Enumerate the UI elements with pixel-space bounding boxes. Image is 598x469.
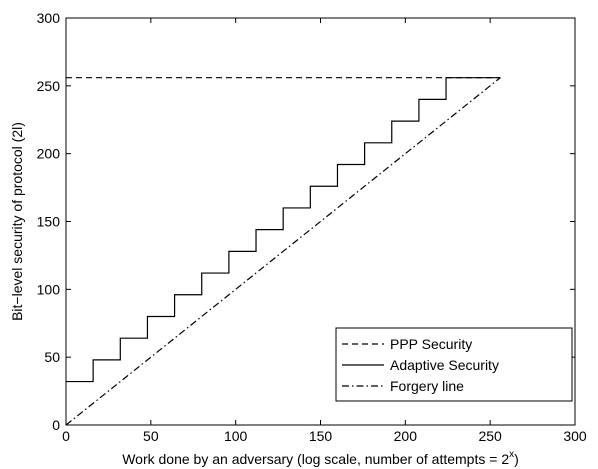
series-line-forgery-line — [65, 77, 501, 426]
series-line-adaptive-security — [66, 77, 501, 383]
y-tick-label: 50 — [44, 349, 60, 365]
x-tick-label: 300 — [563, 428, 587, 444]
x-tick-label: 100 — [224, 428, 248, 444]
y-axis-label: Bit−level security of protocol (2l) — [9, 122, 25, 321]
x-axis-label: Work done by an adversary (log scale, nu… — [122, 449, 519, 467]
x-tick-label: 0 — [62, 428, 70, 444]
y-tick-label: 0 — [52, 417, 60, 433]
legend-label: Forgery line — [390, 378, 464, 394]
x-tick-label: 150 — [309, 428, 333, 444]
x-axis-label-main: Work done by an adversary (log scale, nu… — [122, 451, 509, 467]
y-tick-label: 250 — [37, 78, 61, 94]
x-tick-label: 50 — [143, 428, 159, 444]
y-tick-label: 100 — [37, 281, 61, 297]
plot-lines — [65, 77, 501, 426]
legend: PPP Security Adaptive Security Forgery lin… — [335, 327, 573, 402]
x-tick-label: 200 — [394, 428, 418, 444]
y-tick-label: 200 — [37, 146, 61, 162]
x-tick-label: 250 — [478, 428, 502, 444]
y-tick-label: 150 — [37, 214, 61, 230]
legend-label: Adaptive Security — [390, 357, 499, 373]
x-axis-label-superscript: x — [509, 449, 514, 460]
legend-label: PPP Security — [390, 336, 472, 352]
axis-ticks: 0 50 100 150 200 250 300 0 50 100 150 200 250 300 — [37, 10, 587, 444]
y-tick-label: 300 — [37, 10, 61, 26]
x-axis-label-close: ) — [514, 451, 519, 467]
